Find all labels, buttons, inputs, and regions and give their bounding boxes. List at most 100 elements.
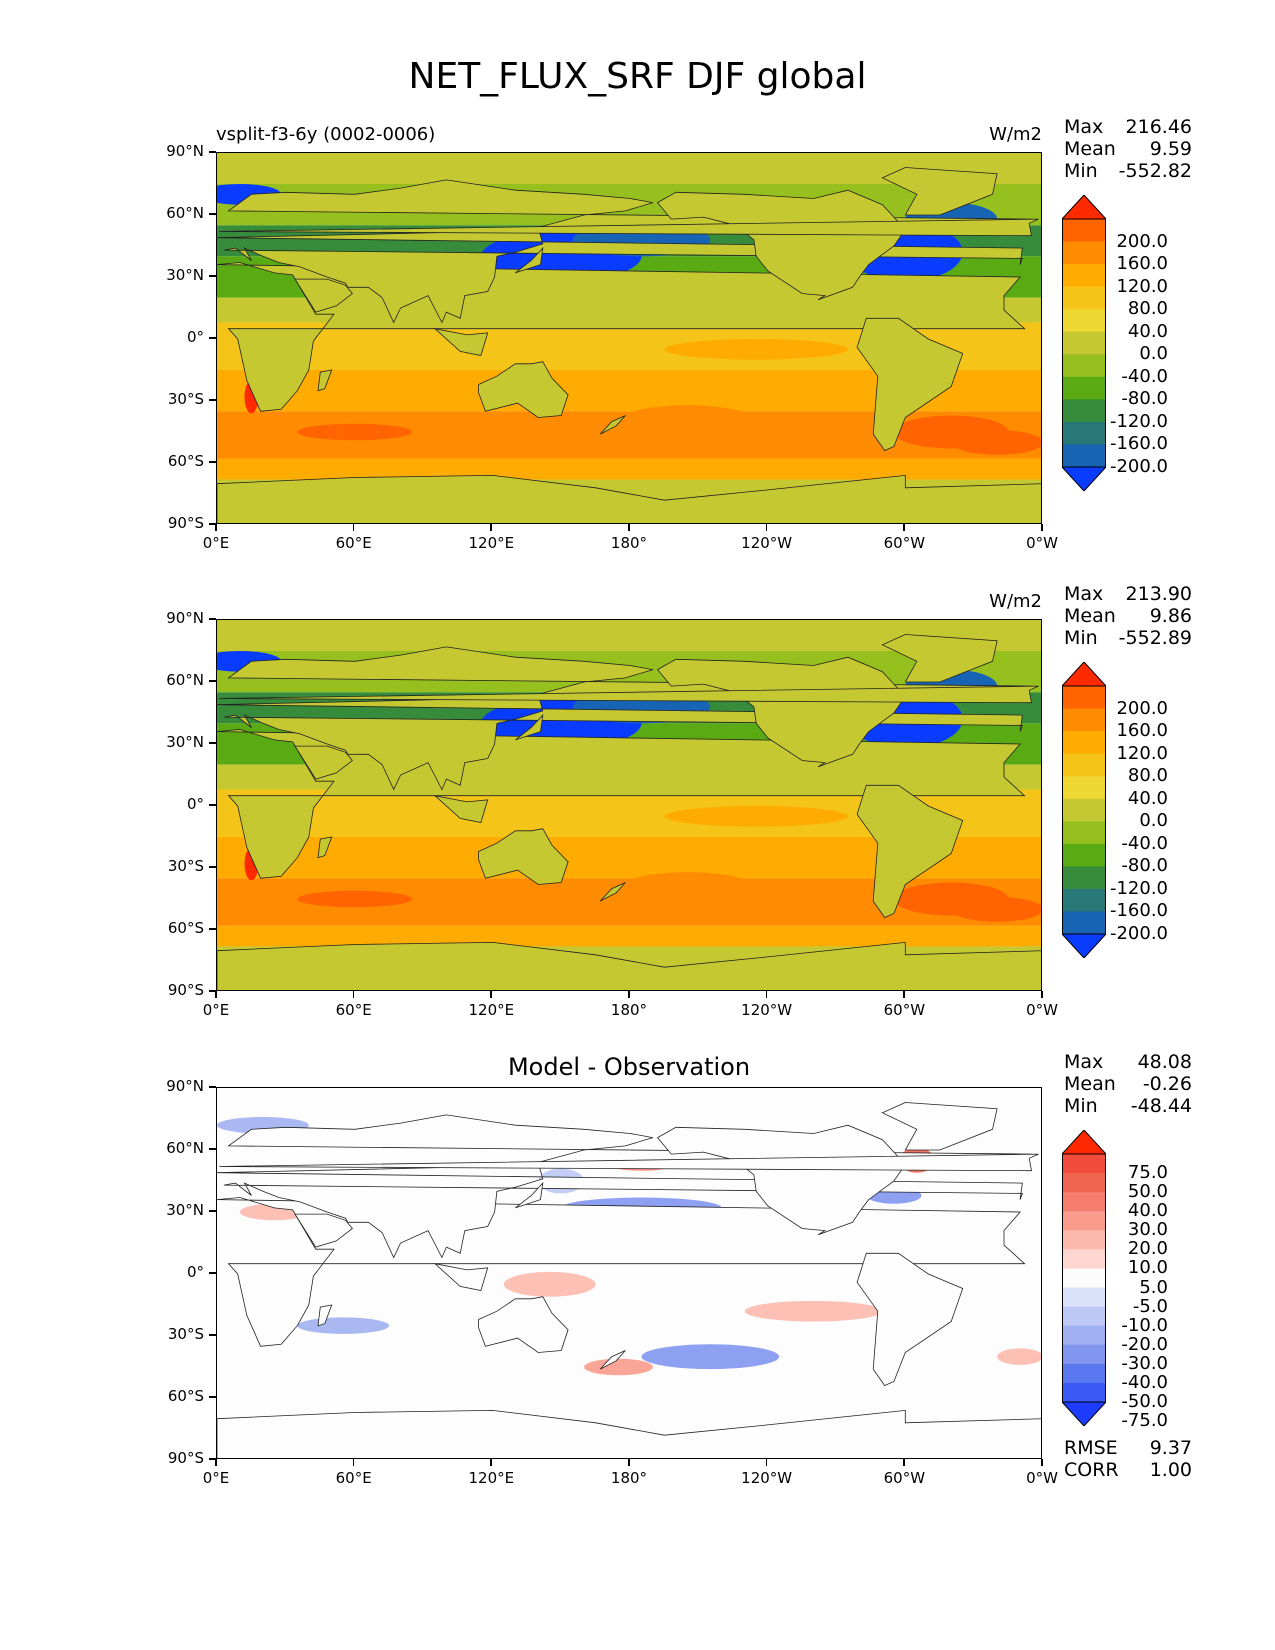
x-tick-label: 180° <box>610 1001 648 1019</box>
stat-value: 9.86 <box>1149 605 1192 627</box>
land-nz <box>599 415 626 435</box>
y-tick <box>209 804 216 806</box>
cbar-label: 75.0 <box>1127 1162 1168 1184</box>
cbar-label: -5.0 <box>1132 1295 1168 1317</box>
land-arabia <box>294 1213 353 1248</box>
field-blob <box>951 896 1041 922</box>
x-tick-label: 120°E <box>468 1469 515 1487</box>
x-tick <box>352 1459 355 1466</box>
y-tick-label: 60°S <box>167 1387 204 1405</box>
stat-label: Min <box>1064 627 1098 649</box>
map-field <box>216 152 1042 524</box>
field-band <box>217 458 1041 480</box>
cbar-label: 160.0 <box>1116 720 1168 742</box>
stat-label: Min <box>1064 1095 1098 1117</box>
land-uk <box>219 218 1039 237</box>
cbar-label: -40.0 <box>1121 1371 1168 1393</box>
x-tick <box>1041 1459 1043 1466</box>
land-arabia <box>294 745 353 780</box>
x-tick-label: 60°E <box>335 534 372 552</box>
x-tick-label: 120°W <box>741 534 793 552</box>
x-tick-label: 120°E <box>468 1001 515 1019</box>
x-tick <box>490 991 492 998</box>
cbar-label: -120.0 <box>1109 877 1168 899</box>
cbar-segment <box>1062 888 1106 912</box>
field-blob <box>297 890 413 908</box>
y-tick <box>209 618 216 620</box>
y-tick-label: 30°N <box>166 1201 204 1219</box>
cbar-segment <box>1062 444 1106 468</box>
cbar-label: -10.0 <box>1121 1314 1168 1336</box>
panel-units: W/m2 <box>989 124 1042 145</box>
x-tick <box>352 991 355 998</box>
figure-title: NET_FLUX_SRF DJF global <box>408 56 867 97</box>
stats-row: Max 216.46 <box>1064 116 1192 138</box>
panel-center-title: Model - Observation <box>507 1053 751 1081</box>
y-tick <box>209 866 216 868</box>
y-tick-label: 90°S <box>167 1449 204 1467</box>
cbar-label: -120.0 <box>1109 410 1168 432</box>
x-tick <box>765 1459 768 1466</box>
cbar-segment <box>1062 421 1106 445</box>
stat-value: 213.90 <box>1125 583 1192 605</box>
cbar-label: -200.0 <box>1109 923 1168 944</box>
land-uk <box>219 685 1039 704</box>
cbar-label: -30.0 <box>1121 1352 1168 1374</box>
x-tick <box>903 1459 905 1466</box>
cbar-segment <box>1062 264 1106 288</box>
land-indonesia <box>433 795 489 823</box>
footer-row: CORR 1.00 <box>1064 1459 1192 1481</box>
land-samerica <box>856 784 964 919</box>
cbar-label: 20.0 <box>1127 1238 1168 1260</box>
field-blob <box>664 339 848 360</box>
cbar-label: 40.0 <box>1127 1200 1168 1222</box>
land-australia <box>478 828 569 885</box>
cbar-segment <box>1062 1268 1106 1289</box>
cbar-frame <box>1062 1153 1106 1403</box>
stat-value: 216.46 <box>1125 116 1192 138</box>
colorbar <box>1060 194 1108 492</box>
cbar-segment <box>1062 286 1106 310</box>
land-samerica <box>856 317 964 452</box>
y-tick-label: 60°N <box>166 204 204 222</box>
cbar-label: 200.0 <box>1116 697 1168 719</box>
cbar-segment <box>1062 798 1106 822</box>
cbar-segment <box>1062 376 1106 400</box>
stat-value: -48.44 <box>1130 1095 1192 1117</box>
cbar-segment <box>1062 1306 1106 1327</box>
land-greenland <box>881 634 998 683</box>
stat-value: 9.59 <box>1149 138 1192 160</box>
cbar-label: -80.0 <box>1121 388 1168 410</box>
x-tick <box>628 991 630 998</box>
cbar-label: 0.0 <box>1139 810 1168 832</box>
land-uk <box>219 1153 1039 1172</box>
cbar-label: -160.0 <box>1109 433 1168 455</box>
y-tick <box>209 337 216 339</box>
cbar-segment <box>1062 1325 1106 1346</box>
y-tick <box>209 399 216 401</box>
y-tick <box>209 928 216 930</box>
stats-block: Max 48.08 Mean -0.26 Min -48.44 <box>1064 1051 1192 1117</box>
cbar-frame <box>1062 685 1106 935</box>
land-arabia <box>294 278 353 313</box>
cbar-segment <box>1062 843 1106 867</box>
cbar-segment <box>1062 731 1106 755</box>
stat-label: Mean <box>1064 138 1116 160</box>
x-tick <box>215 1459 217 1466</box>
cbar-extend-top <box>1060 194 1108 220</box>
y-tick <box>209 213 216 215</box>
y-tick <box>209 151 216 153</box>
y-tick-label: 90°N <box>166 142 204 160</box>
x-tick-label: 180° <box>610 534 648 552</box>
x-tick <box>215 524 217 531</box>
cbar-frame <box>1062 218 1106 468</box>
land-nz <box>599 882 626 902</box>
cbar-segment <box>1062 1344 1106 1365</box>
x-tick <box>628 524 630 531</box>
cbar-segment <box>1062 1192 1106 1212</box>
cbar-segment <box>1062 1382 1106 1403</box>
stats-row: Mean 9.86 <box>1064 605 1192 627</box>
cbar-segment <box>1062 753 1106 777</box>
field-blob <box>997 1348 1041 1365</box>
land-antarctica <box>217 474 1041 523</box>
